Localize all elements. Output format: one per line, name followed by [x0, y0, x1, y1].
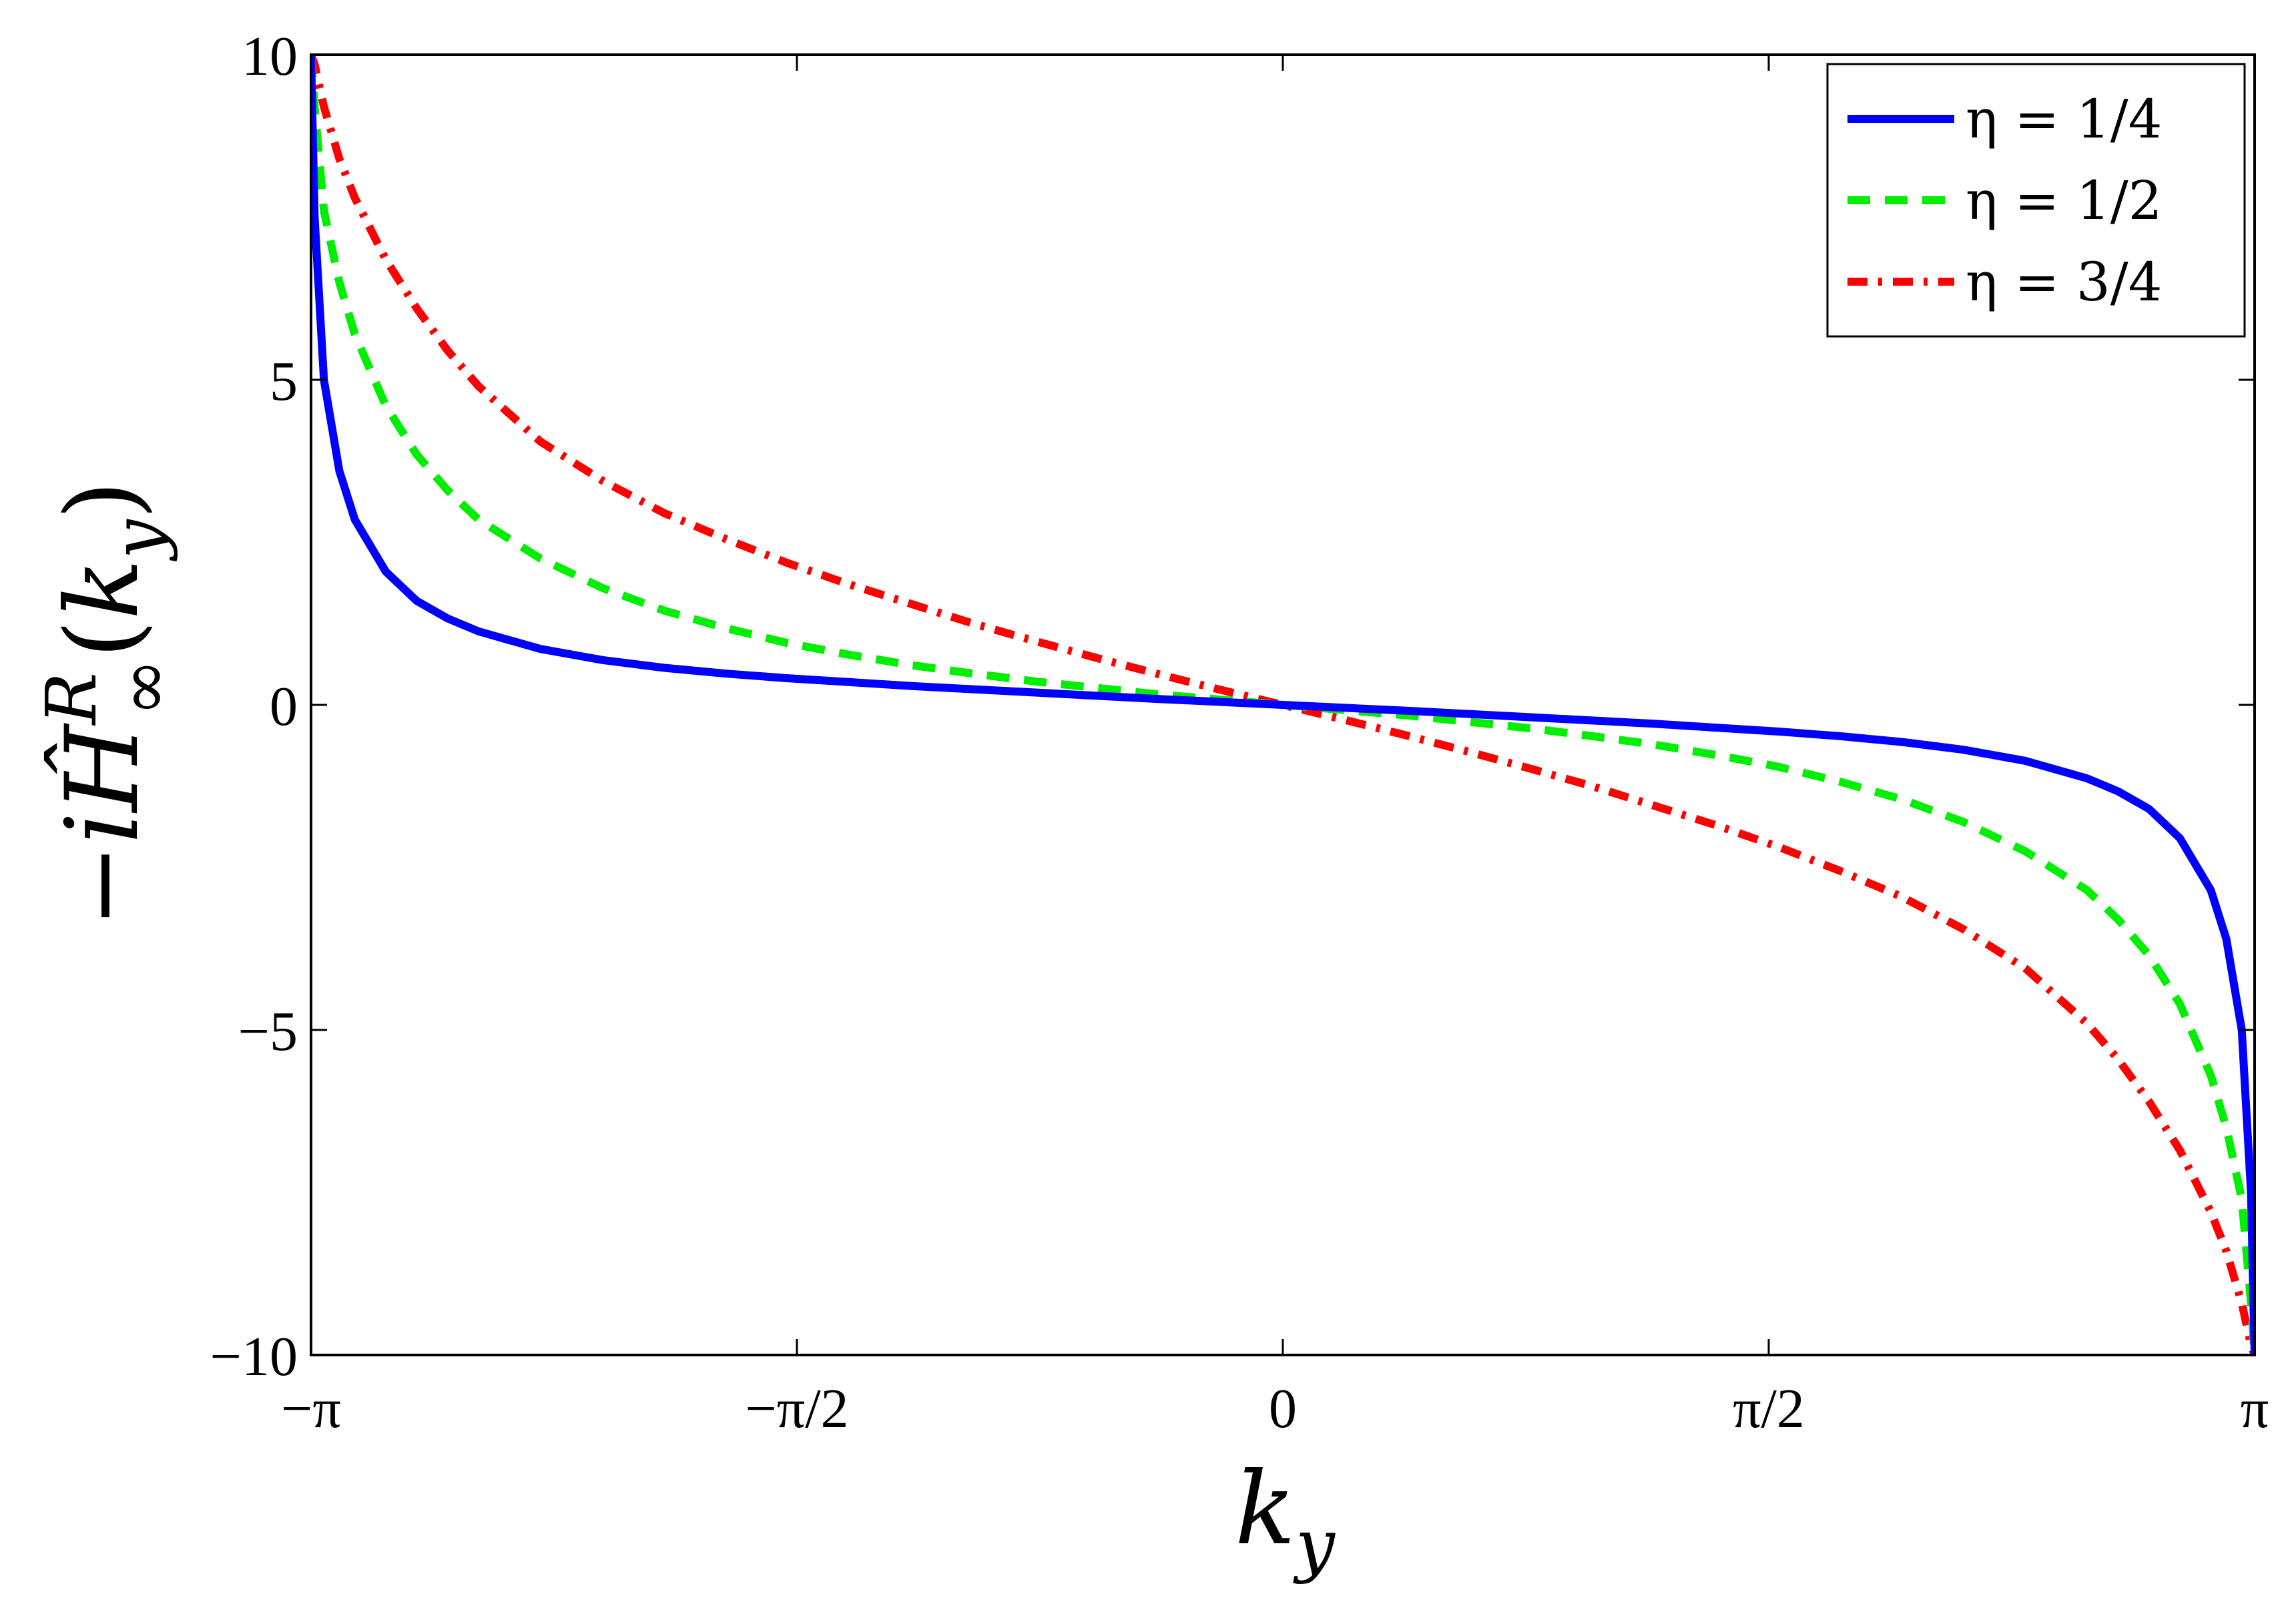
y-tick-labels: 10 5 0 −5 −10: [210, 25, 298, 1388]
legend-label-2: η = 1/2: [1966, 170, 2163, 232]
y-axis-label-paren-close: ): [45, 481, 161, 520]
x-tick-label: −π: [281, 1378, 341, 1440]
axis-ticks: [310, 53, 2256, 1356]
x-tick-label: π: [2241, 1378, 2269, 1440]
y-axis-label: −iĤR∞(ky): [31, 481, 184, 928]
legend-label-3: η = 3/4: [1966, 251, 2163, 313]
series-line-3: [311, 53, 2255, 1357]
x-axis-label-subscript: y: [1293, 1504, 1336, 1585]
y-axis-label-paren-open: (: [45, 619, 161, 659]
series-line-1: [311, 54, 2255, 1356]
legend-label-1: η = 1/4: [1966, 88, 2163, 150]
y-axis-label-H: Ĥ: [44, 722, 161, 814]
y-axis-label-subscript: ∞: [103, 659, 184, 717]
x-axis-label-main: k: [1235, 1451, 1296, 1567]
legend: η = 1/4 η = 1/2 η = 3/4: [1826, 63, 2246, 338]
y-axis-label-k: k: [45, 559, 161, 619]
y-tick-label: −10: [210, 1326, 298, 1388]
y-tick-label: 5: [270, 350, 298, 413]
x-tick-label: 0: [1269, 1378, 1297, 1440]
y-tick-label: 10: [242, 25, 298, 87]
y-axis-label-minus: −: [45, 844, 161, 928]
y-axis-label-superscript: R: [31, 672, 112, 726]
series-line-2: [311, 54, 2255, 1356]
x-tick-labels: −π −π/2 0 π/2 π: [281, 1378, 2269, 1440]
plot-lines: [311, 53, 2255, 1357]
y-axis-label-i: i: [45, 812, 161, 844]
x-tick-label: π/2: [1733, 1378, 1805, 1440]
x-axis-label: ky: [1235, 1451, 1336, 1585]
y-axis-label-k-subscript: y: [97, 519, 179, 561]
y-tick-label: −5: [238, 1001, 298, 1063]
y-tick-label: 0: [270, 676, 298, 738]
x-tick-label: −π/2: [745, 1378, 848, 1440]
